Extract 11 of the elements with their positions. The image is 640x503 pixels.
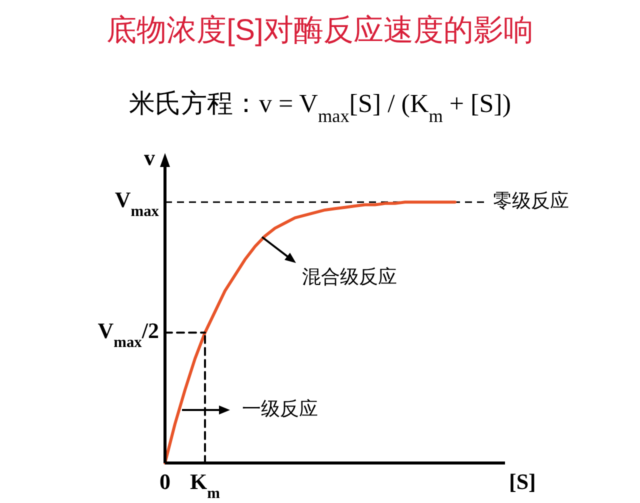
x-axis-title: [S] (509, 469, 536, 494)
chart-title: 底物浓度[S]对酶反应速度的影响 (106, 14, 534, 47)
annotation: 一级反应 (242, 398, 318, 420)
text: V$_{max}$/2 (98, 318, 159, 350)
y-axis-title: v (144, 145, 155, 170)
ref-line-label: 零级反应 (493, 190, 569, 212)
annotation: 混合级反应 (302, 266, 397, 288)
chart-subtitle: 米氏方程：v = V$_{max}$[S] / (K$_{m}$ + [S]) (128, 89, 512, 126)
x-tick-label: 0 (160, 469, 170, 494)
text: V$_{max}$ (114, 187, 160, 220)
x-tick-label: K$_{m}$ (190, 469, 220, 502)
